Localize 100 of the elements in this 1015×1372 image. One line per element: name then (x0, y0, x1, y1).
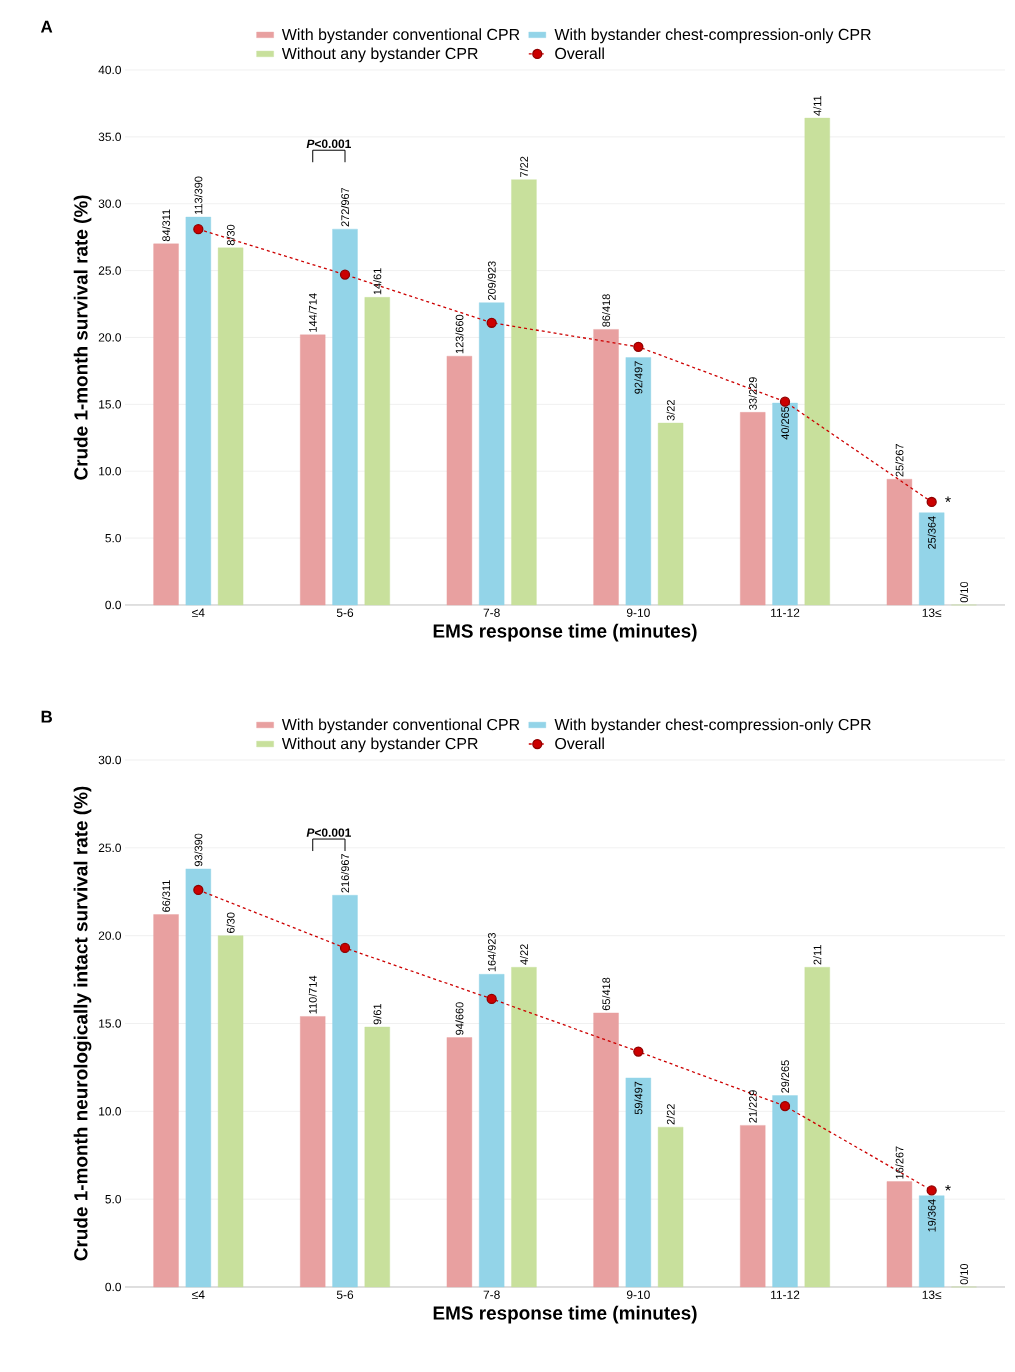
x-tick-label: 13≤ (922, 1290, 942, 1299)
point (779, 396, 791, 407)
bar (300, 334, 326, 606)
bar (479, 974, 505, 1288)
data-label: 123/660 (455, 314, 464, 354)
data-label: 3/22 (666, 400, 675, 421)
data-label: 4/11 (813, 95, 822, 116)
x-tick-label: ≤4 (192, 608, 205, 617)
bar (446, 356, 473, 606)
y-tick-label: 30.0 (98, 199, 122, 208)
legend-label: Overall (555, 47, 604, 60)
bar (153, 243, 179, 606)
y-tick-label: 20.0 (98, 333, 122, 342)
bar (446, 1037, 473, 1288)
y-tick-label: 15.0 (99, 400, 122, 409)
x-axis-title: EMS response time (minutes) (433, 1305, 697, 1324)
bar (657, 1126, 684, 1288)
y-tick-label: 20.0 (98, 931, 122, 940)
data-label: 209/923 (487, 261, 496, 300)
point (779, 1100, 791, 1112)
annotation: P<0.001 (306, 828, 351, 837)
data-label: 6/30 (226, 912, 235, 933)
data-label: 8/30 (226, 224, 235, 246)
bar (625, 357, 652, 606)
legend-label: With bystander chest-compression-only CPR (554, 718, 871, 734)
data-label: 0/10 (959, 1263, 968, 1285)
legend-label: Overall (555, 737, 604, 750)
point (926, 496, 937, 508)
bar (185, 868, 211, 1288)
data-label: 93/390 (194, 833, 203, 867)
bar (772, 402, 798, 606)
bar (740, 412, 766, 606)
data-label: 86/418 (602, 294, 611, 327)
data-label: 110/714 (308, 975, 317, 1014)
y-tick-label: 35.0 (98, 132, 122, 142)
data-label: 65/418 (602, 977, 611, 1011)
bar (919, 512, 945, 606)
bar (479, 302, 505, 606)
bar (332, 228, 358, 606)
data-label: 94/660 (455, 1002, 464, 1035)
x-tick-label: 11-12 (771, 1290, 800, 1299)
bar (185, 216, 211, 606)
y-tick-label: 15.0 (99, 1019, 122, 1028)
bar (886, 1181, 913, 1288)
legend-label: Without any bystander CPR (281, 47, 478, 63)
point (193, 884, 204, 896)
bar (217, 247, 244, 606)
bar (804, 967, 830, 1288)
y-tick-label: 25.0 (98, 266, 122, 275)
data-label: 7/22 (519, 156, 528, 177)
bar (300, 1016, 326, 1288)
x-axis-title: EMS response time (minutes) (433, 623, 697, 642)
y-tick-label: 40.0 (98, 65, 122, 75)
x-tick-label: 5-6 (336, 608, 354, 617)
data-label: 9/61 (373, 1004, 382, 1025)
data-label: 92/497 (634, 361, 643, 394)
bar (332, 895, 358, 1288)
x-tick-label: 9-10 (626, 1290, 650, 1299)
bar (153, 914, 179, 1288)
data-label: 29/265 (780, 1060, 790, 1093)
point (486, 993, 497, 1005)
bar (593, 1012, 619, 1288)
legend-label: Without any bystander CPR (281, 737, 478, 753)
bar (804, 117, 830, 606)
chart-title: A (40, 20, 53, 33)
x-tick-label: ≤4 (192, 1290, 205, 1299)
legend-label: With bystander conventional CPR (281, 718, 520, 734)
y-tick-label: 5.0 (105, 533, 122, 543)
bar (364, 1026, 390, 1288)
data-label: 59/497 (634, 1081, 643, 1115)
y-tick-label: 5.0 (105, 1194, 122, 1204)
data-label: 19/364 (927, 1199, 936, 1232)
data-label: 2/22 (666, 1104, 675, 1125)
data-label: 66/311 (162, 880, 171, 912)
y-tick-label: 0.0 (105, 1282, 122, 1292)
y-tick-label: 25.0 (98, 843, 122, 853)
x-tick-label: 11-12 (771, 608, 800, 617)
bar (364, 297, 390, 606)
data-label: 272/967 (340, 187, 350, 227)
y-tick-label: 10.0 (99, 467, 122, 476)
chart-title: B (41, 710, 52, 723)
legend-label: With bystander chest-compression-only CPR (554, 28, 871, 44)
bar (740, 1125, 766, 1288)
data-label: 84/311 (162, 209, 171, 242)
bar (625, 1077, 652, 1288)
data-label: 14/61 (373, 268, 382, 295)
data-label: 16/267 (895, 1146, 904, 1179)
bar (657, 422, 684, 606)
y-axis-title: Crude 1-month neurologically intact survival rate (%) (73, 786, 92, 1261)
point (633, 341, 644, 352)
y-axis-title: Crude 1-month survival rate (%) (73, 195, 92, 480)
data-label: 113/390 (194, 176, 203, 215)
y-tick-label: 30.0 (98, 755, 122, 765)
data-label: 164/923 (487, 932, 496, 972)
bar (772, 1095, 798, 1288)
point (633, 1046, 644, 1057)
data-label: 144/714 (308, 293, 317, 332)
bar (886, 479, 913, 606)
x-tick-label: 7-8 (483, 608, 500, 617)
point (339, 269, 351, 280)
